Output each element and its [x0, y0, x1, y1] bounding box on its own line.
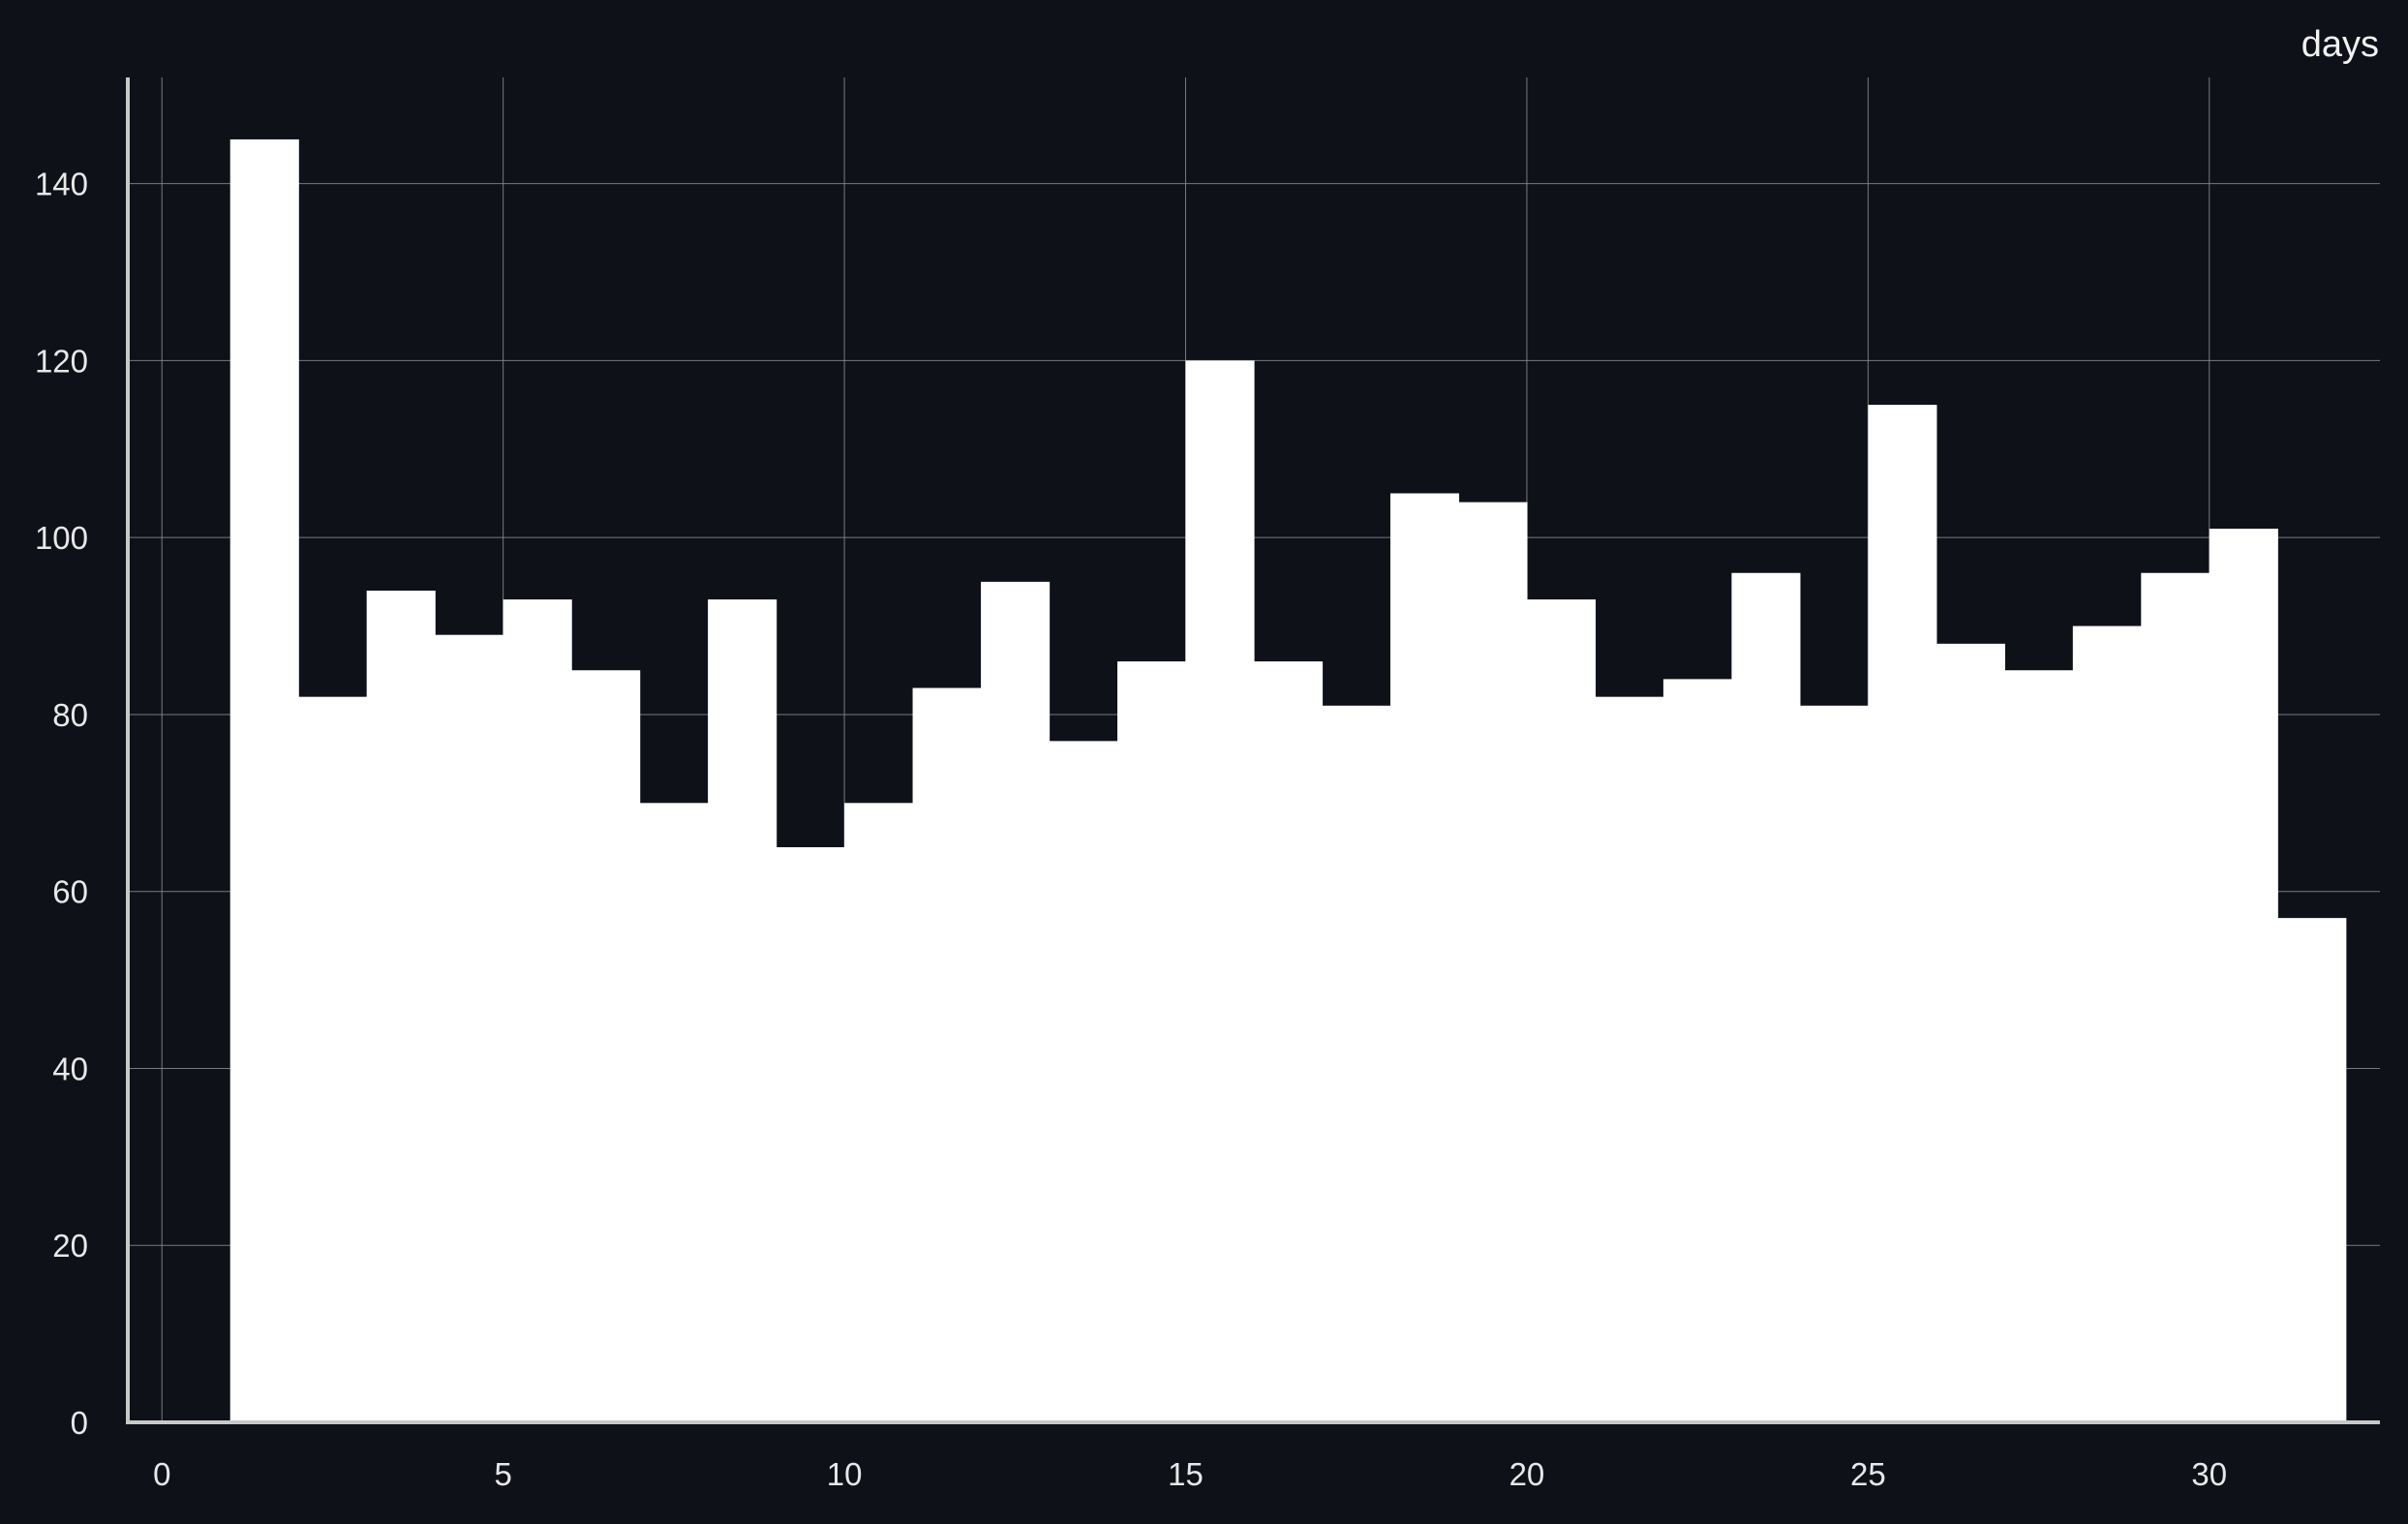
y-tick-label: 120 [35, 343, 88, 379]
histogram-bar [2209, 529, 2278, 1422]
histogram-bar [1389, 493, 1460, 1422]
axes [126, 77, 2380, 1424]
histogram-bar [1731, 572, 1801, 1422]
histogram-bar [844, 803, 914, 1422]
y-tick-label: 0 [71, 1405, 88, 1441]
x-tick-label: 15 [1168, 1456, 1204, 1492]
tick-labels: 0 5 10 15 20 25 30 0 20 40 60 80 100 120 140 [35, 167, 2227, 1492]
histogram-bar [776, 847, 845, 1422]
histogram-bar [366, 591, 436, 1422]
histogram-bar [435, 634, 504, 1422]
y-tick-label: 20 [52, 1228, 88, 1264]
histogram-bar [1662, 679, 1732, 1422]
histogram-bar [229, 138, 299, 1423]
histogram-bar [1936, 643, 2005, 1422]
y-tick-label: 80 [52, 697, 88, 733]
histogram-bar [2004, 670, 2074, 1422]
histogram-bars [229, 138, 2347, 1423]
x-axis-unit-label: days [2301, 24, 2379, 65]
histogram-bar [1526, 599, 1597, 1422]
x-tick-label: 25 [1850, 1456, 1886, 1492]
histogram-bar [1868, 405, 1937, 1423]
y-tick-label: 40 [52, 1051, 88, 1086]
histogram-bar [639, 803, 709, 1422]
histogram-bar [708, 599, 777, 1422]
histogram-bar [1595, 696, 1664, 1422]
x-tick-label: 10 [827, 1456, 863, 1492]
histogram-bar [571, 670, 641, 1422]
histogram-bar [1185, 360, 1255, 1423]
histogram-bar [1254, 661, 1324, 1422]
histogram-bar [1458, 502, 1528, 1422]
x-tick-label: 30 [2191, 1456, 2227, 1492]
histogram-bar [1117, 661, 1187, 1422]
histogram-bar [1322, 705, 1391, 1422]
y-tick-label: 100 [35, 520, 88, 556]
y-tick-label: 140 [35, 167, 88, 202]
x-tick-label: 5 [494, 1456, 511, 1492]
y-tick-label: 60 [52, 874, 88, 910]
histogram-bar [1799, 705, 1869, 1422]
histogram-bar [2141, 572, 2210, 1422]
histogram-bar [981, 581, 1051, 1422]
histogram-bar [912, 687, 982, 1422]
histogram-bar [2277, 918, 2347, 1422]
histogram-bar [1049, 741, 1118, 1422]
x-tick-label: 20 [1509, 1456, 1545, 1492]
histogram-bar [2072, 625, 2142, 1422]
histogram-bar [298, 696, 368, 1422]
x-tick-label: 0 [153, 1456, 170, 1492]
histogram-bar [503, 599, 572, 1422]
